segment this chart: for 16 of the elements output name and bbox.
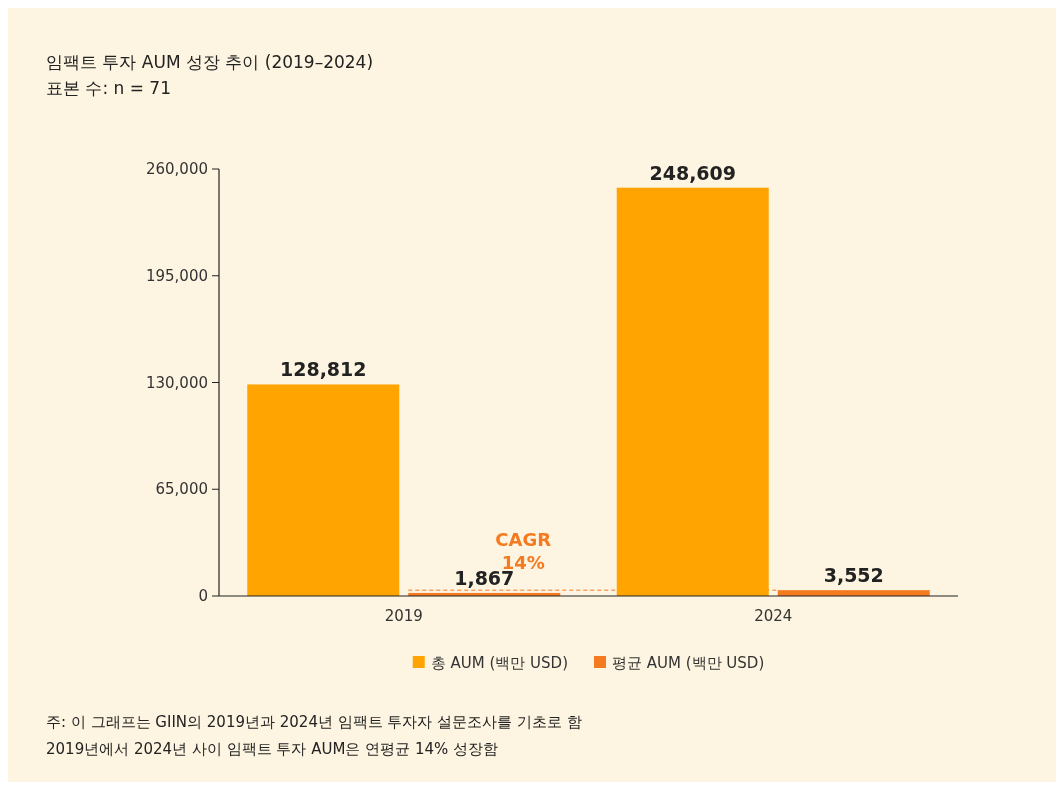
data-label: 3,552 [823,564,884,587]
chart-title: 임팩트 투자 AUM 성장 추이 (2019–2024) [46,52,374,72]
x-tick-label: 2024 [754,607,793,625]
y-tick-label: 260,000 [145,160,208,178]
x-tick-label: 2019 [384,607,423,625]
y-tick-label: 195,000 [145,266,208,285]
data-label: 248,609 [649,161,737,184]
y-tick-label: 65,000 [155,480,208,499]
text: 2019년에서 2024년 사이 임팩트 투자 AUM은 연평균 14% 성장함 [46,740,499,758]
legend-label: 총 AUM (백만 USD) [430,654,568,672]
y-tick-label: 0 [198,587,208,605]
chart-subtitle: 표본 수: n = 71 [46,78,171,98]
data-label: 128,812 [279,358,367,381]
text: 주: 이 그래프는 GIIN의 2019년과 2024년 임팩트 투자자 설문조사를 기초로 함 [46,713,582,731]
y-tick-label: 130,000 [145,373,208,392]
legend-label: 평균 AUM (백만 USD) [612,654,765,672]
